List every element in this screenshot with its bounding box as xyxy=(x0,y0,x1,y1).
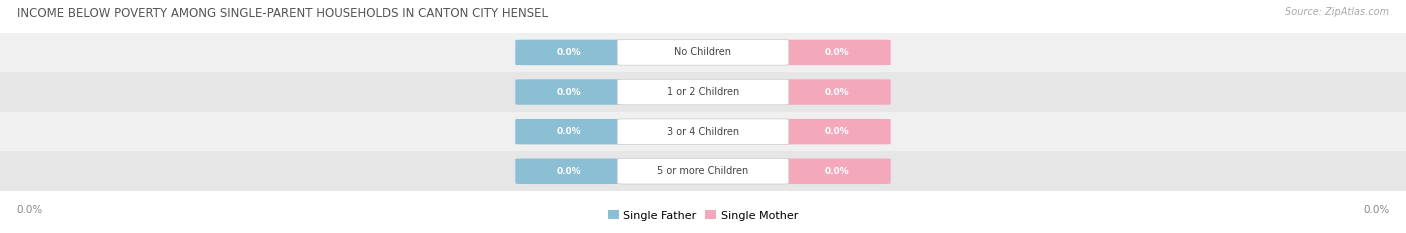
Legend: Single Father, Single Mother: Single Father, Single Mother xyxy=(603,206,803,225)
Text: 0.0%: 0.0% xyxy=(17,205,44,215)
Text: INCOME BELOW POVERTY AMONG SINGLE-PARENT HOUSEHOLDS IN CANTON CITY HENSEL: INCOME BELOW POVERTY AMONG SINGLE-PARENT… xyxy=(17,7,548,20)
Text: 1 or 2 Children: 1 or 2 Children xyxy=(666,87,740,97)
Text: 0.0%: 0.0% xyxy=(557,48,582,57)
FancyBboxPatch shape xyxy=(515,119,624,144)
FancyBboxPatch shape xyxy=(782,119,891,144)
FancyBboxPatch shape xyxy=(0,151,1406,191)
FancyBboxPatch shape xyxy=(0,72,1406,112)
Text: 0.0%: 0.0% xyxy=(824,127,849,136)
FancyBboxPatch shape xyxy=(782,158,891,184)
Text: 0.0%: 0.0% xyxy=(1362,205,1389,215)
FancyBboxPatch shape xyxy=(782,40,891,65)
Text: 0.0%: 0.0% xyxy=(557,127,582,136)
FancyBboxPatch shape xyxy=(617,119,789,144)
Text: 0.0%: 0.0% xyxy=(824,167,849,176)
FancyBboxPatch shape xyxy=(0,112,1406,151)
FancyBboxPatch shape xyxy=(515,40,624,65)
FancyBboxPatch shape xyxy=(515,158,624,184)
Text: 0.0%: 0.0% xyxy=(557,167,582,176)
Text: Source: ZipAtlas.com: Source: ZipAtlas.com xyxy=(1285,7,1389,17)
Text: 3 or 4 Children: 3 or 4 Children xyxy=(666,127,740,137)
Text: 0.0%: 0.0% xyxy=(824,88,849,96)
Text: 5 or more Children: 5 or more Children xyxy=(658,166,748,176)
FancyBboxPatch shape xyxy=(0,33,1406,72)
Text: 0.0%: 0.0% xyxy=(557,88,582,96)
FancyBboxPatch shape xyxy=(782,79,891,105)
FancyBboxPatch shape xyxy=(617,40,789,65)
Text: No Children: No Children xyxy=(675,48,731,57)
Text: 0.0%: 0.0% xyxy=(824,48,849,57)
FancyBboxPatch shape xyxy=(515,79,624,105)
FancyBboxPatch shape xyxy=(617,158,789,184)
FancyBboxPatch shape xyxy=(617,79,789,105)
